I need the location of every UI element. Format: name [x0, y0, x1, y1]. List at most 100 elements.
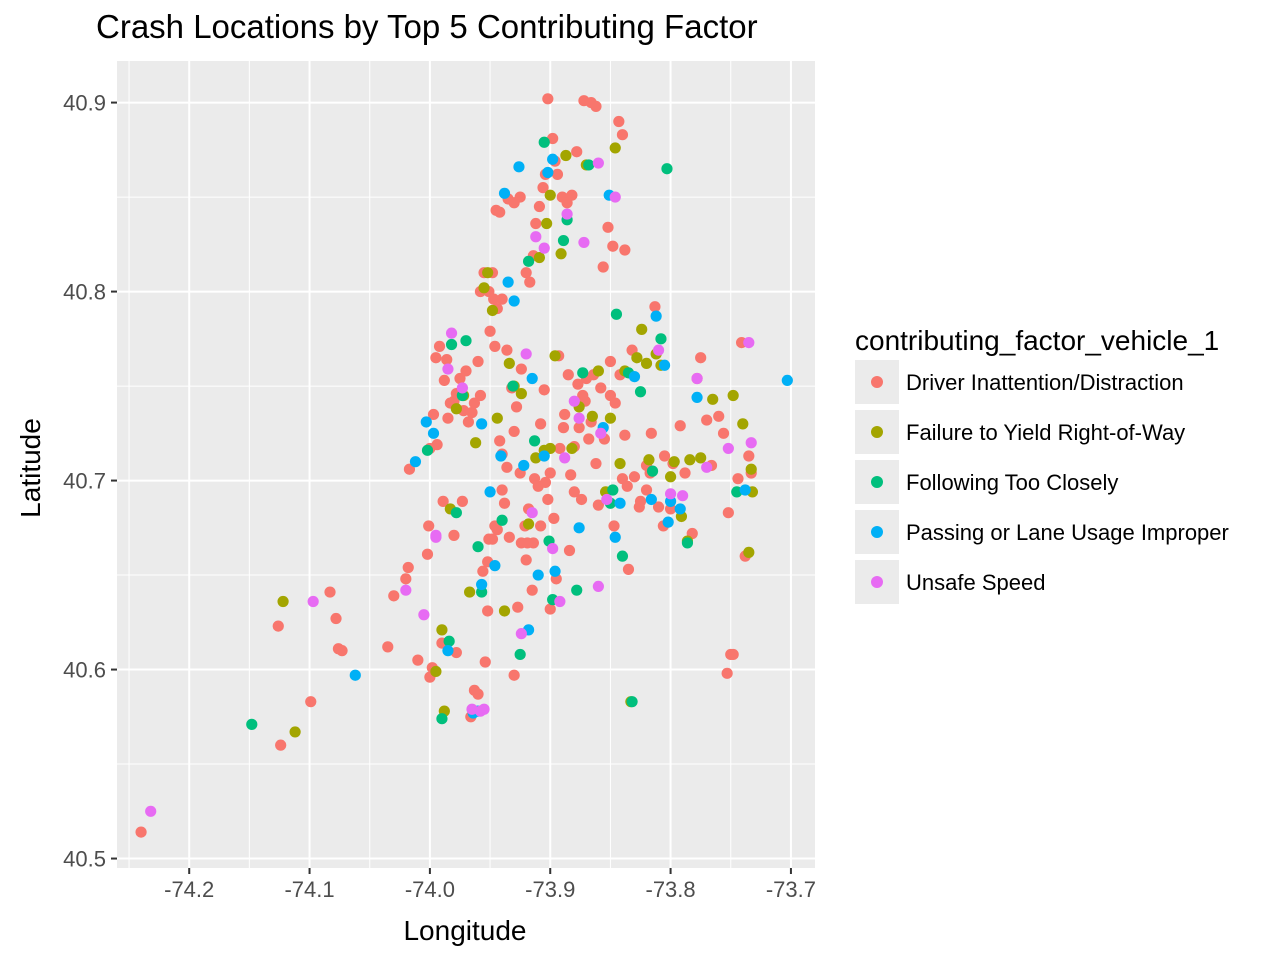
data-point: [433, 340, 446, 352]
data-point: [530, 231, 542, 243]
data-point: [649, 301, 661, 313]
plot-panel: [117, 61, 815, 868]
data-point: [503, 357, 515, 369]
x-tick-label: -74.2: [164, 877, 214, 902]
data-point: [732, 473, 744, 485]
data-point: [476, 578, 488, 591]
data-point: [482, 267, 494, 279]
data-point: [610, 308, 623, 320]
data-point: [145, 805, 157, 817]
data-point: [443, 635, 455, 647]
data-point: [592, 580, 604, 593]
data-point: [628, 471, 641, 483]
data-point: [743, 336, 755, 349]
data-point: [781, 374, 793, 386]
data-point: [521, 537, 533, 549]
data-point: [528, 435, 541, 447]
data-point: [559, 408, 571, 421]
data-point: [722, 442, 734, 455]
data-point: [460, 365, 472, 377]
data-point: [664, 471, 677, 483]
data-point: [468, 397, 481, 409]
data-point: [533, 251, 546, 264]
data-point: [402, 561, 414, 574]
data-point: [604, 412, 617, 424]
data-point: [658, 359, 671, 371]
y-axis: 40.5 40.6 40.7 40.8 40.9: [63, 91, 117, 872]
data-point: [472, 541, 484, 553]
data-point: [275, 739, 287, 751]
data-point: [535, 520, 547, 532]
y-tick-label: 40.8: [63, 280, 106, 305]
data-point: [568, 486, 580, 498]
data-point: [634, 495, 647, 507]
data-point: [554, 442, 566, 455]
data-point: [555, 248, 567, 260]
y-axis-label: Latitude: [15, 418, 46, 518]
data-point: [722, 507, 734, 519]
data-point: [542, 93, 554, 105]
legend-marker: [871, 526, 883, 538]
data-point: [674, 503, 686, 515]
data-point: [538, 384, 550, 396]
data-point: [560, 149, 572, 162]
data-point: [520, 267, 532, 279]
data-point: [619, 244, 631, 256]
data-point: [614, 497, 626, 509]
data-point: [456, 382, 468, 394]
data-point: [336, 645, 348, 657]
data-point: [462, 416, 475, 428]
data-point: [595, 427, 607, 439]
data-point: [486, 304, 499, 317]
data-point: [590, 100, 602, 112]
data-point: [450, 403, 462, 415]
data-point: [514, 648, 526, 661]
data-point: [498, 497, 511, 509]
data-point: [614, 457, 626, 470]
data-point: [470, 437, 482, 449]
data-point: [562, 369, 574, 381]
data-point: [491, 524, 503, 536]
data-point: [508, 295, 520, 307]
data-point: [472, 688, 484, 700]
data-point: [478, 282, 490, 294]
data-point: [460, 335, 472, 347]
data-point: [609, 142, 621, 154]
data-point: [557, 422, 570, 434]
x-axis: -74.2 -74.1 -74.0 -73.9 -73.8 -73.7: [164, 868, 816, 902]
x-tick-label: -73.7: [766, 877, 816, 902]
data-point: [418, 609, 430, 621]
data-point: [743, 546, 755, 558]
data-point: [513, 161, 525, 173]
data-point: [482, 605, 494, 617]
data-point: [272, 620, 284, 632]
data-point: [445, 327, 458, 339]
data-point: [573, 412, 585, 424]
data-point: [737, 418, 749, 430]
data-point: [477, 565, 489, 577]
data-point: [441, 354, 453, 366]
legend-label: Unsafe Speed: [906, 570, 1045, 595]
data-point: [609, 191, 621, 203]
data-point: [549, 350, 561, 362]
data-point: [640, 484, 653, 496]
data-point: [522, 518, 535, 530]
data-point: [305, 696, 317, 708]
legend: contributing_factor_vehicle_1 Driver Ina…: [855, 325, 1229, 604]
data-point: [466, 703, 478, 715]
data-point: [679, 467, 691, 479]
data-point: [743, 450, 755, 462]
data-point: [634, 386, 647, 398]
data-point: [430, 531, 442, 543]
data-point: [695, 352, 707, 364]
data-point: [707, 393, 719, 405]
data-point: [135, 826, 147, 838]
y-tick-label: 40.7: [63, 469, 106, 494]
legend-marker: [871, 576, 883, 588]
data-point: [520, 554, 532, 566]
data-point: [400, 584, 412, 596]
data-point: [530, 217, 542, 230]
data-point: [586, 410, 598, 422]
data-point: [472, 355, 484, 368]
data-point: [631, 352, 643, 364]
